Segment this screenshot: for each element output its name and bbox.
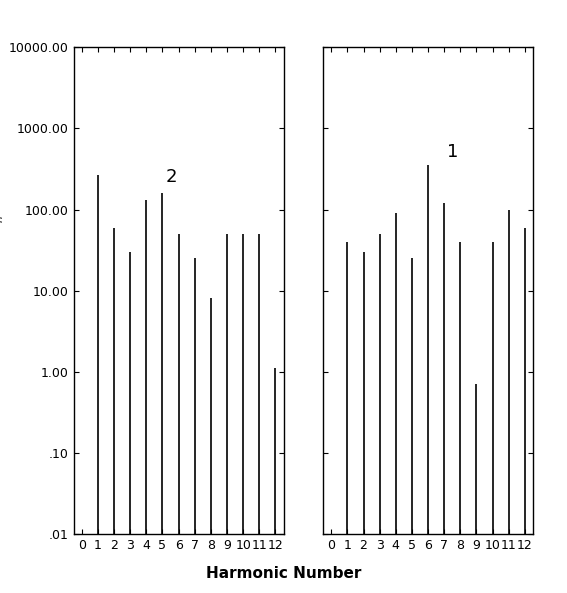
Text: 2: 2 [166, 168, 177, 186]
Text: 1: 1 [447, 142, 459, 161]
Text: Harmonic Number: Harmonic Number [206, 566, 361, 581]
Y-axis label: Power Spectrum C $^2_n$: Power Spectrum C $^2_n$ [0, 213, 6, 368]
